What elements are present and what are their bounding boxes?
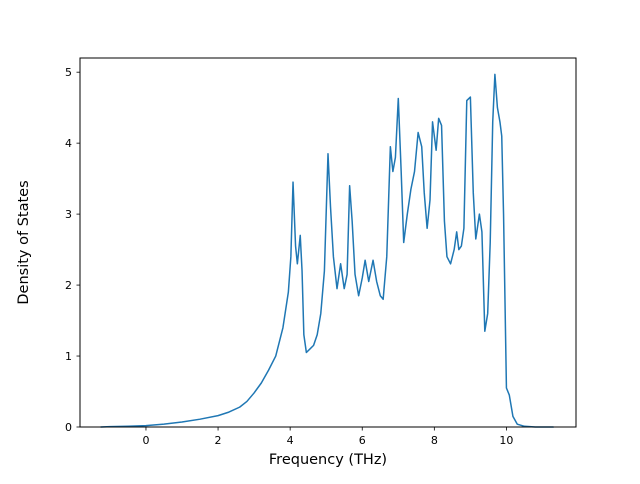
y-tick-label: 4 [65,137,72,150]
y-tick-label: 3 [65,208,72,221]
axes-spines [79,57,577,428]
y-axis-label: Density of States [16,180,32,304]
dos-line [100,73,555,428]
x-tick-label: 6 [359,434,366,447]
x-tick-label: 10 [499,434,513,447]
x-ticks: 0 2 4 6 8 10 [142,427,513,447]
x-tick-label: 2 [215,434,222,447]
y-tick-label: 2 [65,279,72,292]
x-axis-label: Frequency (THz) [269,452,387,468]
x-tick-label: 8 [431,434,438,447]
y-ticks: 0 1 2 3 4 5 [65,66,80,434]
axes-background [80,58,576,427]
y-tick-label: 0 [65,421,72,434]
y-tick-label: 1 [65,350,72,363]
y-tick-label: 5 [65,66,72,79]
x-tick-label: 0 [142,434,149,447]
x-tick-label: 4 [287,434,294,447]
